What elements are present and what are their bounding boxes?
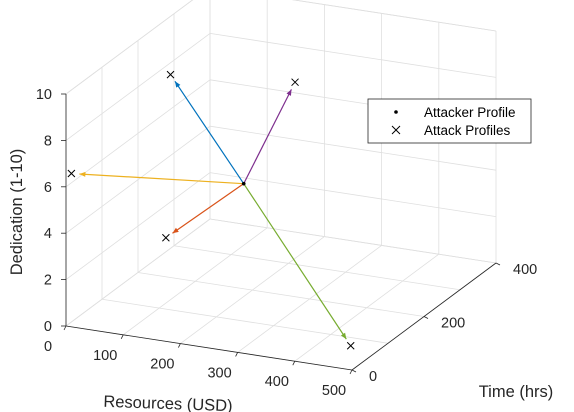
z-tick-label: 2 [44, 273, 52, 289]
attack-vector-arrowhead [340, 332, 347, 340]
attack-profile-point [166, 70, 175, 79]
grid-line-back-z [209, 125, 497, 171]
z-tick-label: 6 [44, 180, 52, 196]
legend: Attacker Profile Attack Profiles [367, 98, 532, 144]
x-tick-mark [292, 361, 296, 366]
grid-line-side-z [65, 33, 211, 141]
data-layer [67, 70, 355, 350]
attack-vector-arrowhead [79, 171, 86, 177]
x-tick-mark [235, 352, 238, 357]
grid-line-floor-y [137, 272, 425, 317]
attack-profile-marker-stroke [346, 341, 355, 350]
y-tick-label: 200 [441, 316, 465, 332]
grid-line-floor-y [101, 298, 389, 344]
y-tick-label: 0 [369, 369, 377, 385]
x-tick-label: 0 [44, 339, 52, 355]
x-tick-mark [178, 343, 181, 348]
attack-vector-arrowhead [174, 81, 181, 88]
grid-line-side-z [65, 172, 211, 280]
attack-profile-point [291, 78, 299, 87]
attacker-profile-point [241, 181, 246, 186]
box-edge-top [65, 0, 194, 95]
z-tick-label: 10 [36, 87, 52, 103]
z-tick-label: 0 [44, 319, 52, 335]
attack-vector-line [79, 173, 244, 185]
x-tick-mark [349, 369, 353, 375]
x-tick-label: 500 [322, 383, 346, 399]
attack-profile-point [67, 169, 76, 178]
x-tick-label: 200 [150, 357, 174, 373]
grid-line-back-z [291, 0, 497, 32]
grid-line-back-z [209, 218, 497, 264]
attack-vector-line [243, 183, 347, 340]
attack-vector-line [243, 89, 292, 184]
attack-vector-line [174, 80, 245, 184]
grid-line-side-z [65, 218, 211, 327]
grid-line-back-z [209, 172, 497, 217]
attack-vector-line [172, 183, 245, 234]
legend-entry-attack-profiles: Attack Profiles [424, 123, 511, 138]
attack-vector-arrowhead [172, 227, 179, 234]
grid-line-side-z [65, 125, 211, 234]
attack-profile-marker-stroke [166, 70, 175, 79]
x-axis-label: Resources (USD) [103, 393, 233, 412]
legend-entry-attacker-profile: Attacker Profile [424, 105, 516, 120]
grid-line-back-z [209, 33, 497, 78]
y-tick-mark [423, 316, 429, 319]
box-edge-top [291, 0, 497, 32]
y-tick-mark [351, 369, 357, 373]
y-axis-label: Time (hrs) [479, 383, 554, 401]
z-tick-label: 8 [44, 133, 52, 149]
legend-dot-marker [394, 110, 398, 114]
x-tick-label: 100 [93, 348, 117, 364]
legend-x-marker [391, 125, 401, 135]
x-tick-mark [120, 334, 124, 339]
y-tick-mark [495, 262, 501, 266]
x-axis-line [65, 325, 353, 371]
attack-profile-marker-stroke [162, 233, 170, 242]
y-tick-label: 400 [513, 262, 537, 278]
attack-profile-point [162, 233, 170, 242]
grid-lines [65, 0, 497, 371]
x-tick-mark [63, 325, 67, 331]
attack-profile-marker-stroke [67, 169, 76, 178]
grid-line-floor-y [173, 245, 461, 291]
tick-labels: 0 100 200 300 400 500 0 200 400 0 2 4 6 8 10 [36, 87, 537, 399]
attack-vector-arrowhead [286, 89, 292, 96]
axis-lines [61, 93, 501, 375]
x-tick-label: 400 [265, 374, 289, 390]
attack-profile-point [346, 341, 355, 350]
x-tick-label: 300 [207, 365, 231, 381]
legend-box [367, 98, 532, 144]
z-tick-label: 4 [44, 226, 52, 242]
z-axis-label: Dedication (1-10) [8, 149, 26, 276]
attack-profile-marker-stroke [291, 78, 299, 87]
